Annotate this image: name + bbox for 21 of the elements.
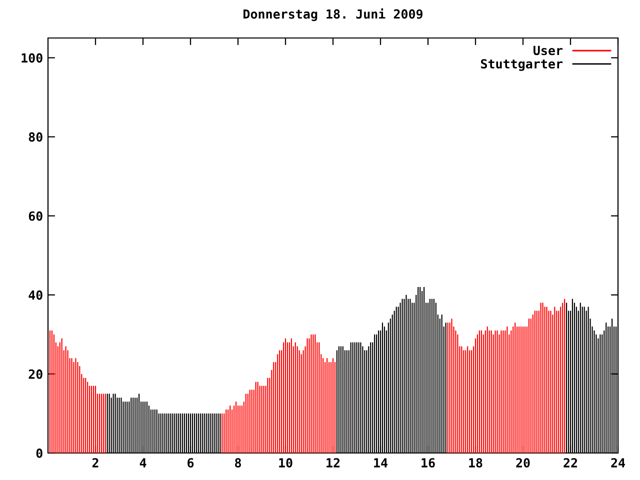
legend-label: User — [534, 46, 562, 56]
x-tick-label: 22 — [564, 458, 577, 468]
chart-title: Donnerstag 18. Juni 2009 — [244, 8, 423, 22]
y-tick-label: 80 — [28, 132, 42, 142]
y-tick-label: 100 — [22, 53, 42, 63]
x-tick-label: 24 — [611, 458, 625, 468]
x-tick-label: 8 — [235, 458, 241, 468]
y-tick-label: 60 — [28, 211, 42, 221]
x-tick-label: 10 — [279, 458, 292, 468]
x-tick-label: 4 — [140, 458, 146, 468]
x-tick-label: 16 — [422, 458, 435, 468]
x-tick-label: 20 — [516, 458, 530, 468]
x-tick-label: 12 — [326, 458, 340, 468]
y-tick-label: 20 — [28, 369, 42, 379]
y-tick-label: 0 — [36, 448, 42, 458]
x-tick-label: 14 — [374, 458, 388, 468]
x-tick-label: 6 — [188, 458, 194, 468]
x-tick-label: 2 — [92, 458, 98, 468]
legend-label: Stuttgarter — [481, 59, 562, 71]
y-tick-label: 40 — [28, 290, 42, 300]
x-tick-label: 18 — [469, 458, 482, 468]
